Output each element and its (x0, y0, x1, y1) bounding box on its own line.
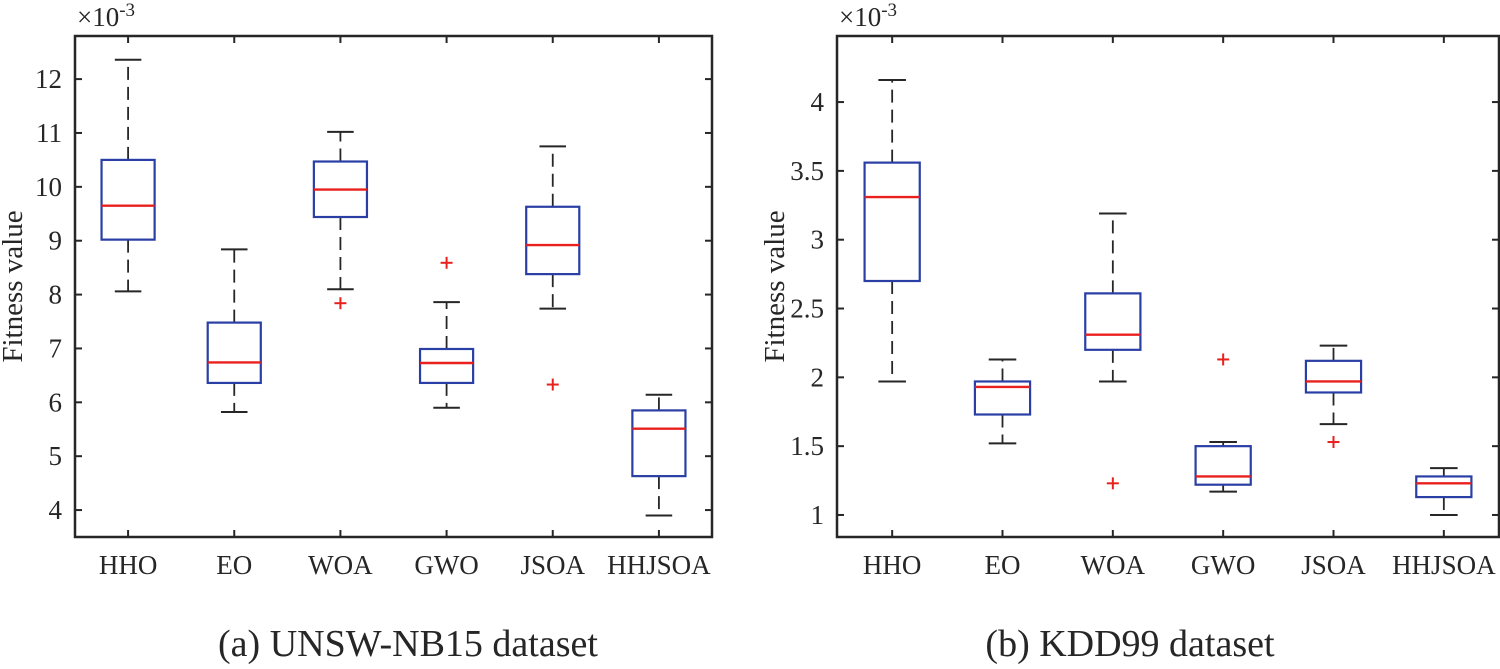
y-tick-label: 8 (49, 280, 63, 310)
box-woa (312, 130, 369, 310)
outlier-marker (334, 297, 347, 310)
iqr-box (100, 158, 156, 241)
y-tick-label: 2 (811, 362, 825, 392)
box-hho (100, 58, 156, 293)
x-tick-label: WOA (1081, 550, 1146, 580)
box-jsoa (525, 145, 581, 391)
x-tick-label: EO (216, 550, 252, 580)
y-tick-label: 1.5 (790, 431, 824, 461)
box-hhjsoa (631, 393, 687, 517)
x-tick-label: GWO (414, 550, 478, 580)
x-tick-label: JSOA (520, 550, 585, 580)
plot-frame (835, 34, 1500, 539)
y-tick-label: 4 (811, 87, 825, 117)
box-hhjsoa (1415, 467, 1473, 516)
box-jsoa (1304, 344, 1363, 449)
x-tick-label: HHJSOA (1392, 550, 1496, 580)
box-gwo (418, 256, 475, 409)
y-tick-label: 9 (49, 226, 63, 256)
box-eo (973, 358, 1032, 445)
exponent-label: ×10-3 (839, 0, 897, 32)
caption-kdd99: (b) KDD99 dataset (985, 623, 1275, 665)
chart-unsw-nb15: 4 5 6 7 8 9 10 11 12 HHO EO WOA GWO JSOA HHJSOA Fitness… (0, 0, 714, 580)
outlier-marker (440, 256, 453, 269)
exponent-label: ×10-3 (77, 0, 135, 32)
plot-frame (73, 34, 714, 539)
y-tick-label: 3 (811, 225, 825, 255)
outlier-marker (1327, 436, 1340, 449)
iqr-box (206, 321, 262, 385)
outlier-marker (1217, 353, 1230, 366)
y-tick-label: 2.5 (790, 294, 824, 324)
box-eo (206, 248, 262, 414)
iqr-box (418, 347, 475, 385)
y-tick-label: 6 (49, 387, 63, 417)
caption-unsw-nb15: (a) UNSW-NB15 dataset (218, 623, 598, 665)
x-tick-label: HHJSOA (607, 550, 711, 580)
y-axis-label: Fitness value (759, 210, 791, 362)
x-tick-label: HHO (99, 550, 158, 580)
box-gwo (1194, 353, 1252, 493)
outlier-marker (1106, 477, 1119, 490)
iqr-box (1415, 475, 1473, 499)
y-tick-label: 10 (35, 172, 62, 202)
iqr-box (973, 380, 1032, 416)
box-woa (1084, 212, 1142, 490)
y-tick-label: 1 (811, 500, 825, 530)
y-tick-label: 11 (36, 118, 62, 148)
y-tick-label: 5 (49, 441, 63, 471)
x-tick-label: GWO (1191, 550, 1255, 580)
x-tick-label: EO (985, 550, 1021, 580)
x-tick-label: WOA (308, 550, 373, 580)
chart-kdd99: 1 1.5 2 2.5 3 3.5 4 HHO EO WOA GWO JSOA HHJSOA Fitnes… (759, 0, 1500, 580)
y-tick-label: 7 (49, 333, 63, 363)
x-tick-label: HHO (863, 550, 922, 580)
iqr-box (863, 161, 921, 283)
outlier-marker (546, 378, 559, 391)
iqr-box (1084, 292, 1142, 351)
y-axis-label: Fitness value (0, 210, 29, 362)
y-tick-label: 12 (35, 64, 62, 94)
iqr-box (1194, 445, 1252, 486)
x-tick-label: JSOA (1301, 550, 1366, 580)
iqr-box (631, 409, 687, 478)
y-tick-label: 3.5 (790, 156, 824, 186)
iqr-box (1304, 359, 1363, 394)
y-tick-label: 4 (49, 495, 63, 525)
box-hho (863, 79, 921, 383)
iqr-box (525, 205, 581, 276)
